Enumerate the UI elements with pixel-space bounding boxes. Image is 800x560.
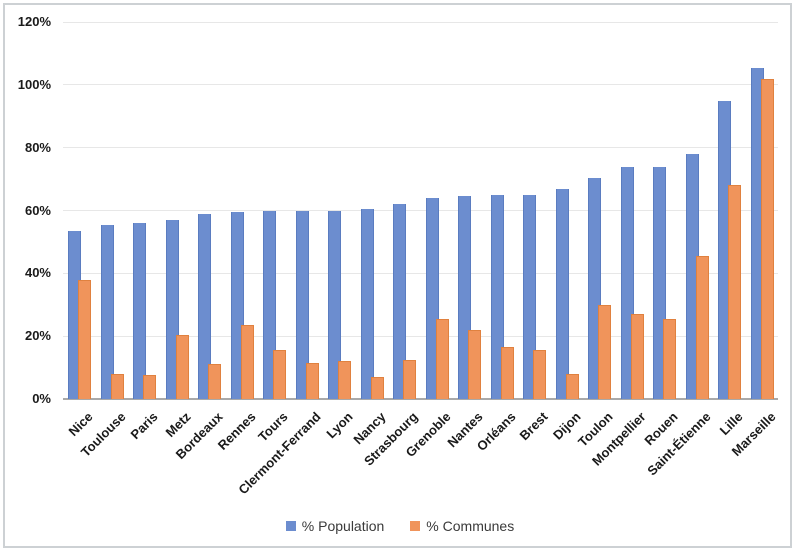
population-swatch-icon xyxy=(285,521,296,531)
bar-communes-metz[interactable] xyxy=(175,334,189,399)
bar-population-rouen[interactable] xyxy=(653,166,667,399)
bar-population-nancy[interactable] xyxy=(360,208,374,399)
bar-communes-strasbourg[interactable] xyxy=(403,359,417,399)
legend-label-population: % Population xyxy=(301,518,385,534)
bar-communes-toulouse[interactable] xyxy=(110,373,124,399)
bar-communes-marseille[interactable] xyxy=(760,78,774,399)
legend-item-communes[interactable]: % Communes xyxy=(410,518,514,534)
bar-communes-nice[interactable] xyxy=(78,279,92,399)
bar-communes-dijon[interactable] xyxy=(565,373,579,399)
bar-communes-paris[interactable] xyxy=(143,375,157,399)
bar-communes-nantes[interactable] xyxy=(468,329,482,399)
communes-swatch-icon xyxy=(410,521,421,531)
bar-communes-grenoble[interactable] xyxy=(435,318,449,399)
figure-border xyxy=(3,3,792,548)
bar-population-metz[interactable] xyxy=(165,219,179,399)
bar-population-brest[interactable] xyxy=(523,194,537,399)
bar-population-grenoble[interactable] xyxy=(425,197,439,399)
bar-communes-rennes[interactable] xyxy=(240,325,254,399)
bar-population-montpellier[interactable] xyxy=(620,166,634,399)
legend-item-population[interactable]: % Population xyxy=(285,518,385,534)
gridline-40 xyxy=(63,272,778,274)
bar-population-orléans[interactable] xyxy=(490,194,504,399)
gridline-120 xyxy=(63,21,778,23)
bar-communes-montpellier[interactable] xyxy=(630,314,644,399)
bar-communes-orléans[interactable] xyxy=(500,347,514,399)
gridline-100 xyxy=(63,84,778,86)
y-tick-label-120: 120% xyxy=(17,14,51,29)
legend: % Population % Communes xyxy=(0,518,800,534)
bar-communes-lyon[interactable] xyxy=(338,361,352,399)
bar-population-paris[interactable] xyxy=(133,223,147,399)
x-axis-line xyxy=(63,398,778,400)
gridline-60 xyxy=(63,210,778,211)
legend-label-communes: % Communes xyxy=(426,518,515,534)
bar-communes-bordeaux[interactable] xyxy=(208,364,222,399)
bar-population-rennes[interactable] xyxy=(230,212,244,399)
y-tick-label-40: 40% xyxy=(24,265,51,281)
bar-population-toulon[interactable] xyxy=(588,177,602,399)
gridline-20 xyxy=(63,335,778,337)
bar-population-bordeaux[interactable] xyxy=(198,213,212,399)
bar-population-toulouse[interactable] xyxy=(100,224,114,399)
y-tick-label-80: 80% xyxy=(24,139,51,155)
bar-communes-brest[interactable] xyxy=(533,350,547,399)
bar-population-lyon[interactable] xyxy=(328,210,342,399)
bar-communes-toulon[interactable] xyxy=(598,304,612,399)
y-tick-label-20: 20% xyxy=(24,328,51,344)
bar-communes-saint-étienne[interactable] xyxy=(695,256,709,399)
bar-communes-rouen[interactable] xyxy=(663,318,677,399)
bar-population-nantes[interactable] xyxy=(458,196,472,399)
y-tick-label-100: 100% xyxy=(17,76,51,92)
bar-communes-lille[interactable] xyxy=(728,185,742,399)
bar-population-strasbourg[interactable] xyxy=(393,204,407,399)
bar-communes-nancy[interactable] xyxy=(370,377,384,399)
bar-population-dijon[interactable] xyxy=(555,188,569,399)
bar-communes-tours[interactable] xyxy=(273,350,287,399)
y-tick-label-0: 0% xyxy=(32,391,51,406)
bar-population-clermont-ferrand[interactable] xyxy=(295,210,309,399)
bar-population-tours[interactable] xyxy=(263,210,277,399)
gridline-80 xyxy=(63,147,778,149)
y-tick-label-60: 60% xyxy=(24,202,51,218)
bar-communes-clermont-ferrand[interactable] xyxy=(305,362,319,399)
